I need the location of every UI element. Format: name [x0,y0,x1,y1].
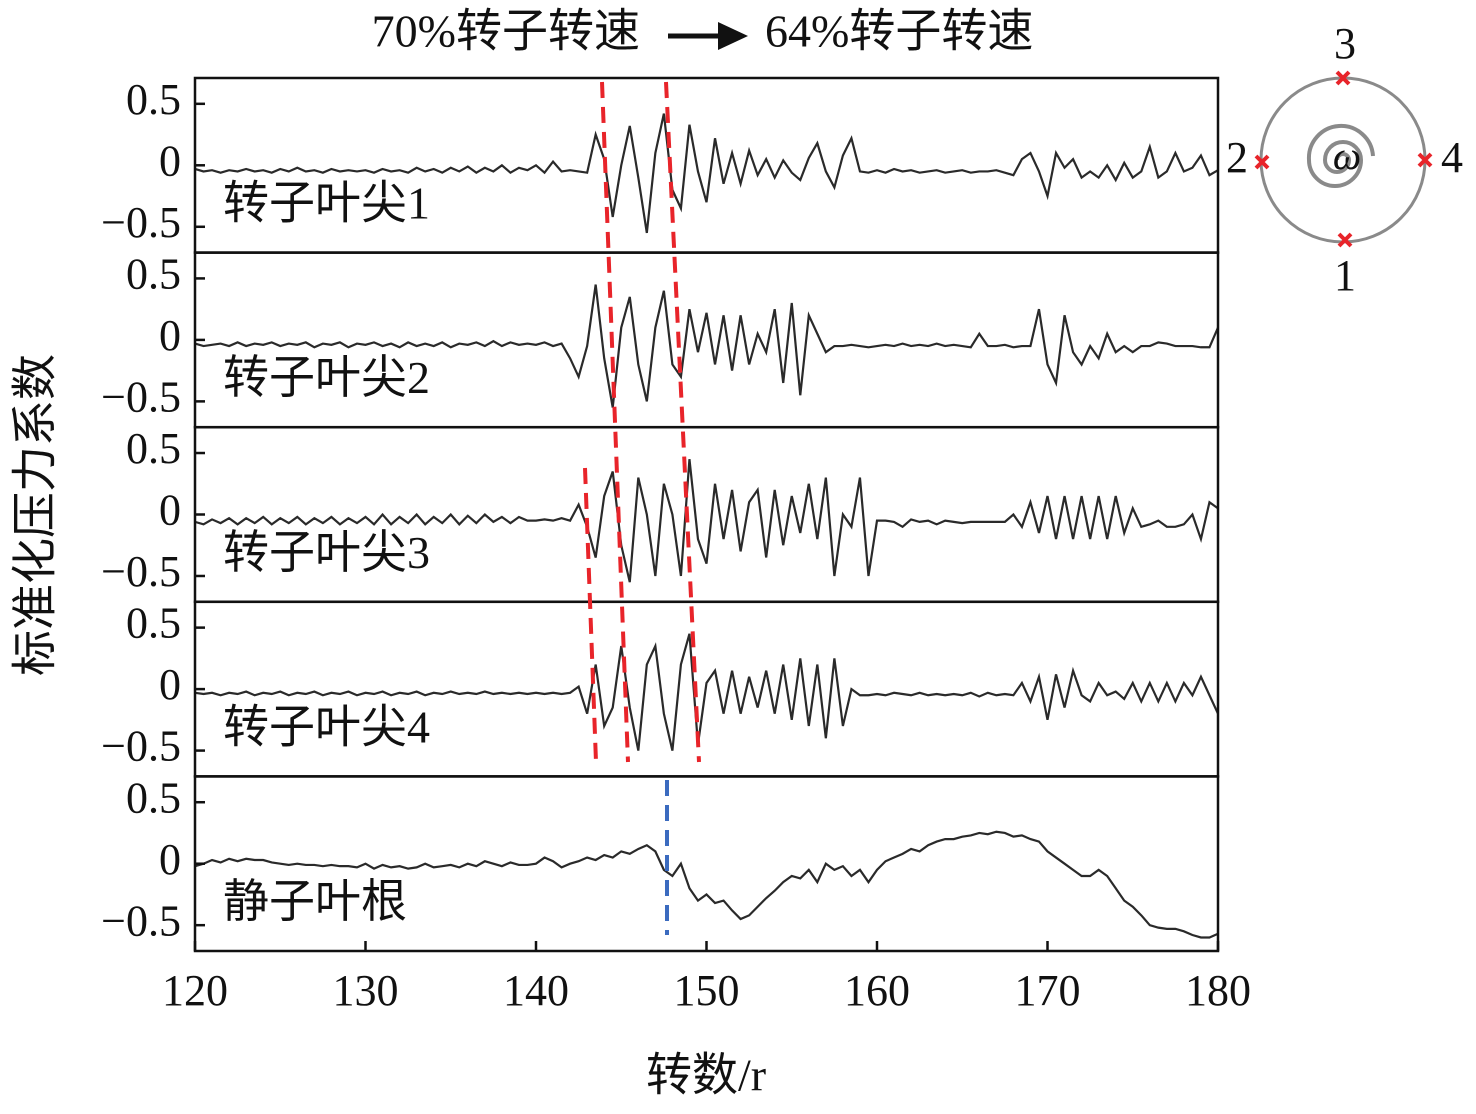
y-tick-label: 0.5 [126,424,181,473]
inset-label: 4 [1441,133,1463,182]
series-line [194,830,1219,939]
title-arrow [668,22,748,50]
reference-lines [583,81,701,935]
x-tick-label: 160 [844,966,910,1015]
y-tick-label: −0.5 [101,198,181,247]
panel-label: 转子叶尖4 [223,701,430,752]
y-tick-label: 0.5 [126,75,181,124]
omega-symbol: ω [1333,133,1361,178]
inset-label: 3 [1334,19,1356,68]
y-tick-label: 0.5 [126,599,181,648]
y-tick-label: 0 [159,835,181,884]
y-tick-label: −0.5 [101,547,181,596]
panel-label: 转子叶尖1 [223,178,430,229]
y-tick-label: −0.5 [101,896,181,945]
series-line [194,284,1220,408]
x-tick-label: 180 [1185,966,1251,1015]
x-tick-label: 120 [162,966,228,1015]
panel-label: 静子叶根 [223,876,407,927]
y-tick-label: −0.5 [101,722,181,771]
sensor-inset: 1 2 3 4 ω [1226,19,1463,300]
y-tick-label: 0 [159,660,181,709]
y-tick-label: −0.5 [101,372,181,421]
y-tick-label: 0 [159,486,181,535]
title-right: 64%转子转速 [765,6,1033,57]
y-tick-label: 0 [159,311,181,360]
inset-label: 2 [1226,133,1248,182]
y-axis-label: 标准化压力系数 [10,354,61,676]
title-left: 70%转子转速 [372,6,640,57]
x-axis-label: 转数/r [646,1050,766,1101]
series-line [194,459,1219,583]
series-line [194,113,1219,234]
x-tick-label: 150 [674,966,740,1015]
x-tick-label: 140 [503,966,569,1015]
y-tick-label: 0.5 [126,773,181,822]
inset-label: 1 [1334,251,1356,300]
series-line [194,633,1219,751]
y-tick-label: 0.5 [126,250,181,299]
x-tick-label: 130 [333,966,399,1015]
panel-label: 转子叶尖2 [223,352,430,403]
y-tick-label: 0 [159,136,181,185]
panel-label: 转子叶尖3 [223,527,430,578]
x-tick-label: 170 [1015,966,1081,1015]
plot-area: −0.500.5转子叶尖1−0.500.5转子叶尖2−0.500.5转子叶尖3−… [101,75,1251,1015]
